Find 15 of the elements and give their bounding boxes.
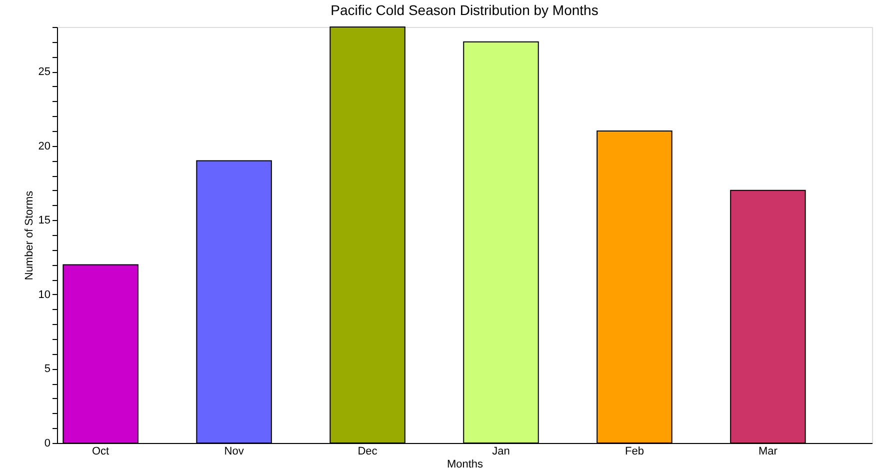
y-tick-label: 10 <box>38 288 50 301</box>
y-tick-label: 25 <box>38 66 50 78</box>
x-tick-label: Feb <box>624 446 644 458</box>
x-tick-label: Nov <box>224 446 244 458</box>
y-tick-label: 5 <box>44 363 50 376</box>
x-tick-label: Mar <box>758 446 778 458</box>
x-tick-label: Dec <box>358 446 378 458</box>
x-tick-label: Oct <box>92 446 110 458</box>
y-tick-label: 0 <box>44 438 50 450</box>
y-axis-title: Number of Storms <box>23 190 36 280</box>
y-tick-label: 20 <box>38 140 50 152</box>
y-tick-label: 15 <box>38 214 50 227</box>
x-axis-title: Months <box>446 458 484 470</box>
chart-title: Pacific Cold Season Distribution by Months <box>330 2 598 18</box>
x-tick-label: Jan <box>492 446 510 458</box>
